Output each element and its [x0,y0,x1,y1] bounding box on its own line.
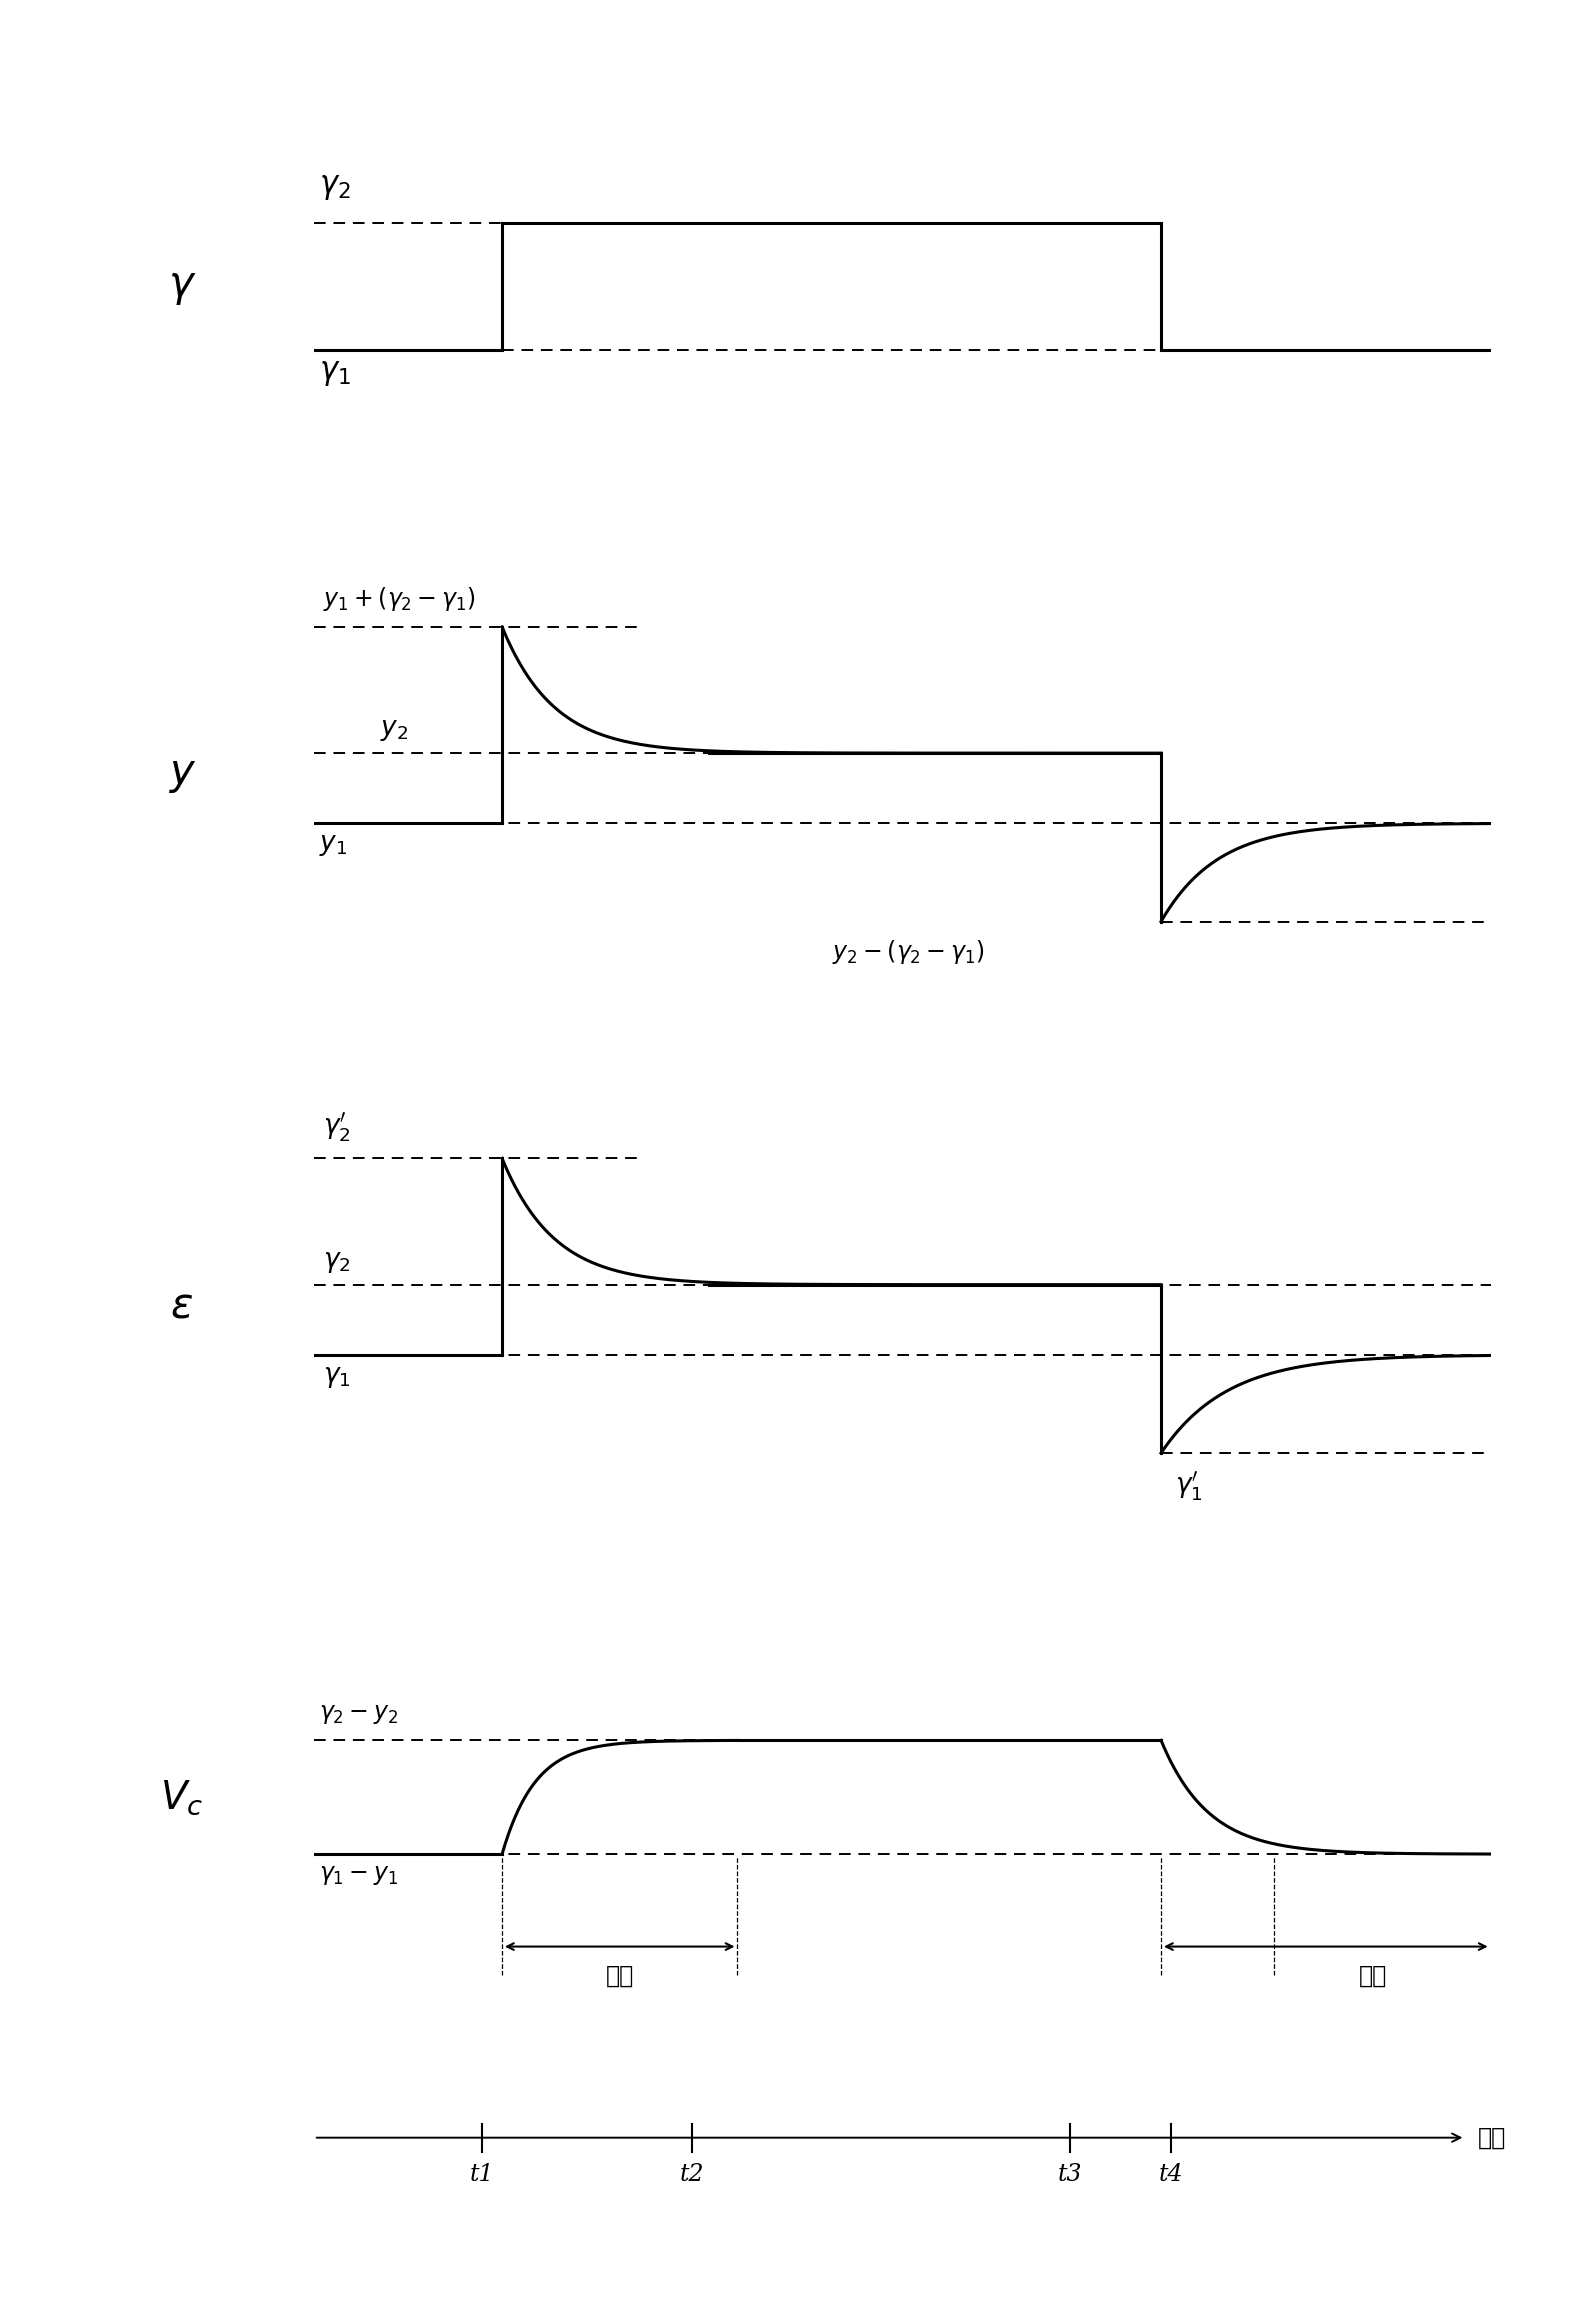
Text: t1: t1 [469,2163,494,2186]
Text: $\gamma_2$: $\gamma_2$ [323,1250,351,1276]
Text: $V_c$: $V_c$ [160,1777,204,1816]
Text: $y$: $y$ [168,753,196,795]
Text: t2: t2 [679,2163,704,2186]
Text: 放电: 放电 [1359,1964,1387,1987]
Text: $\gamma_1-y_1$: $\gamma_1-y_1$ [319,1865,397,1888]
Text: $y_2$: $y_2$ [380,719,408,744]
Text: $\gamma$: $\gamma$ [168,266,196,307]
Text: $\gamma_1$: $\gamma_1$ [323,1363,351,1389]
Text: $y_1+(\gamma_2-\gamma_1)$: $y_1+(\gamma_2-\gamma_1)$ [323,585,475,612]
Text: $\gamma_1'$: $\gamma_1'$ [1175,1470,1203,1504]
Text: $\varepsilon$: $\varepsilon$ [171,1285,193,1327]
Text: 充电: 充电 [606,1964,634,1987]
Text: t3: t3 [1058,2163,1083,2186]
Text: $\gamma_1$: $\gamma_1$ [319,356,350,388]
Text: $\gamma_2-y_2$: $\gamma_2-y_2$ [319,1703,397,1726]
Text: $\gamma_2'$: $\gamma_2'$ [323,1112,351,1144]
Text: 时间: 时间 [1478,2126,1506,2149]
Text: $y_1$: $y_1$ [319,834,347,857]
Text: t4: t4 [1159,2163,1183,2186]
Text: $\gamma_2$: $\gamma_2$ [319,171,350,201]
Text: $y_2-(\gamma_2-\gamma_1)$: $y_2-(\gamma_2-\gamma_1)$ [832,938,984,966]
